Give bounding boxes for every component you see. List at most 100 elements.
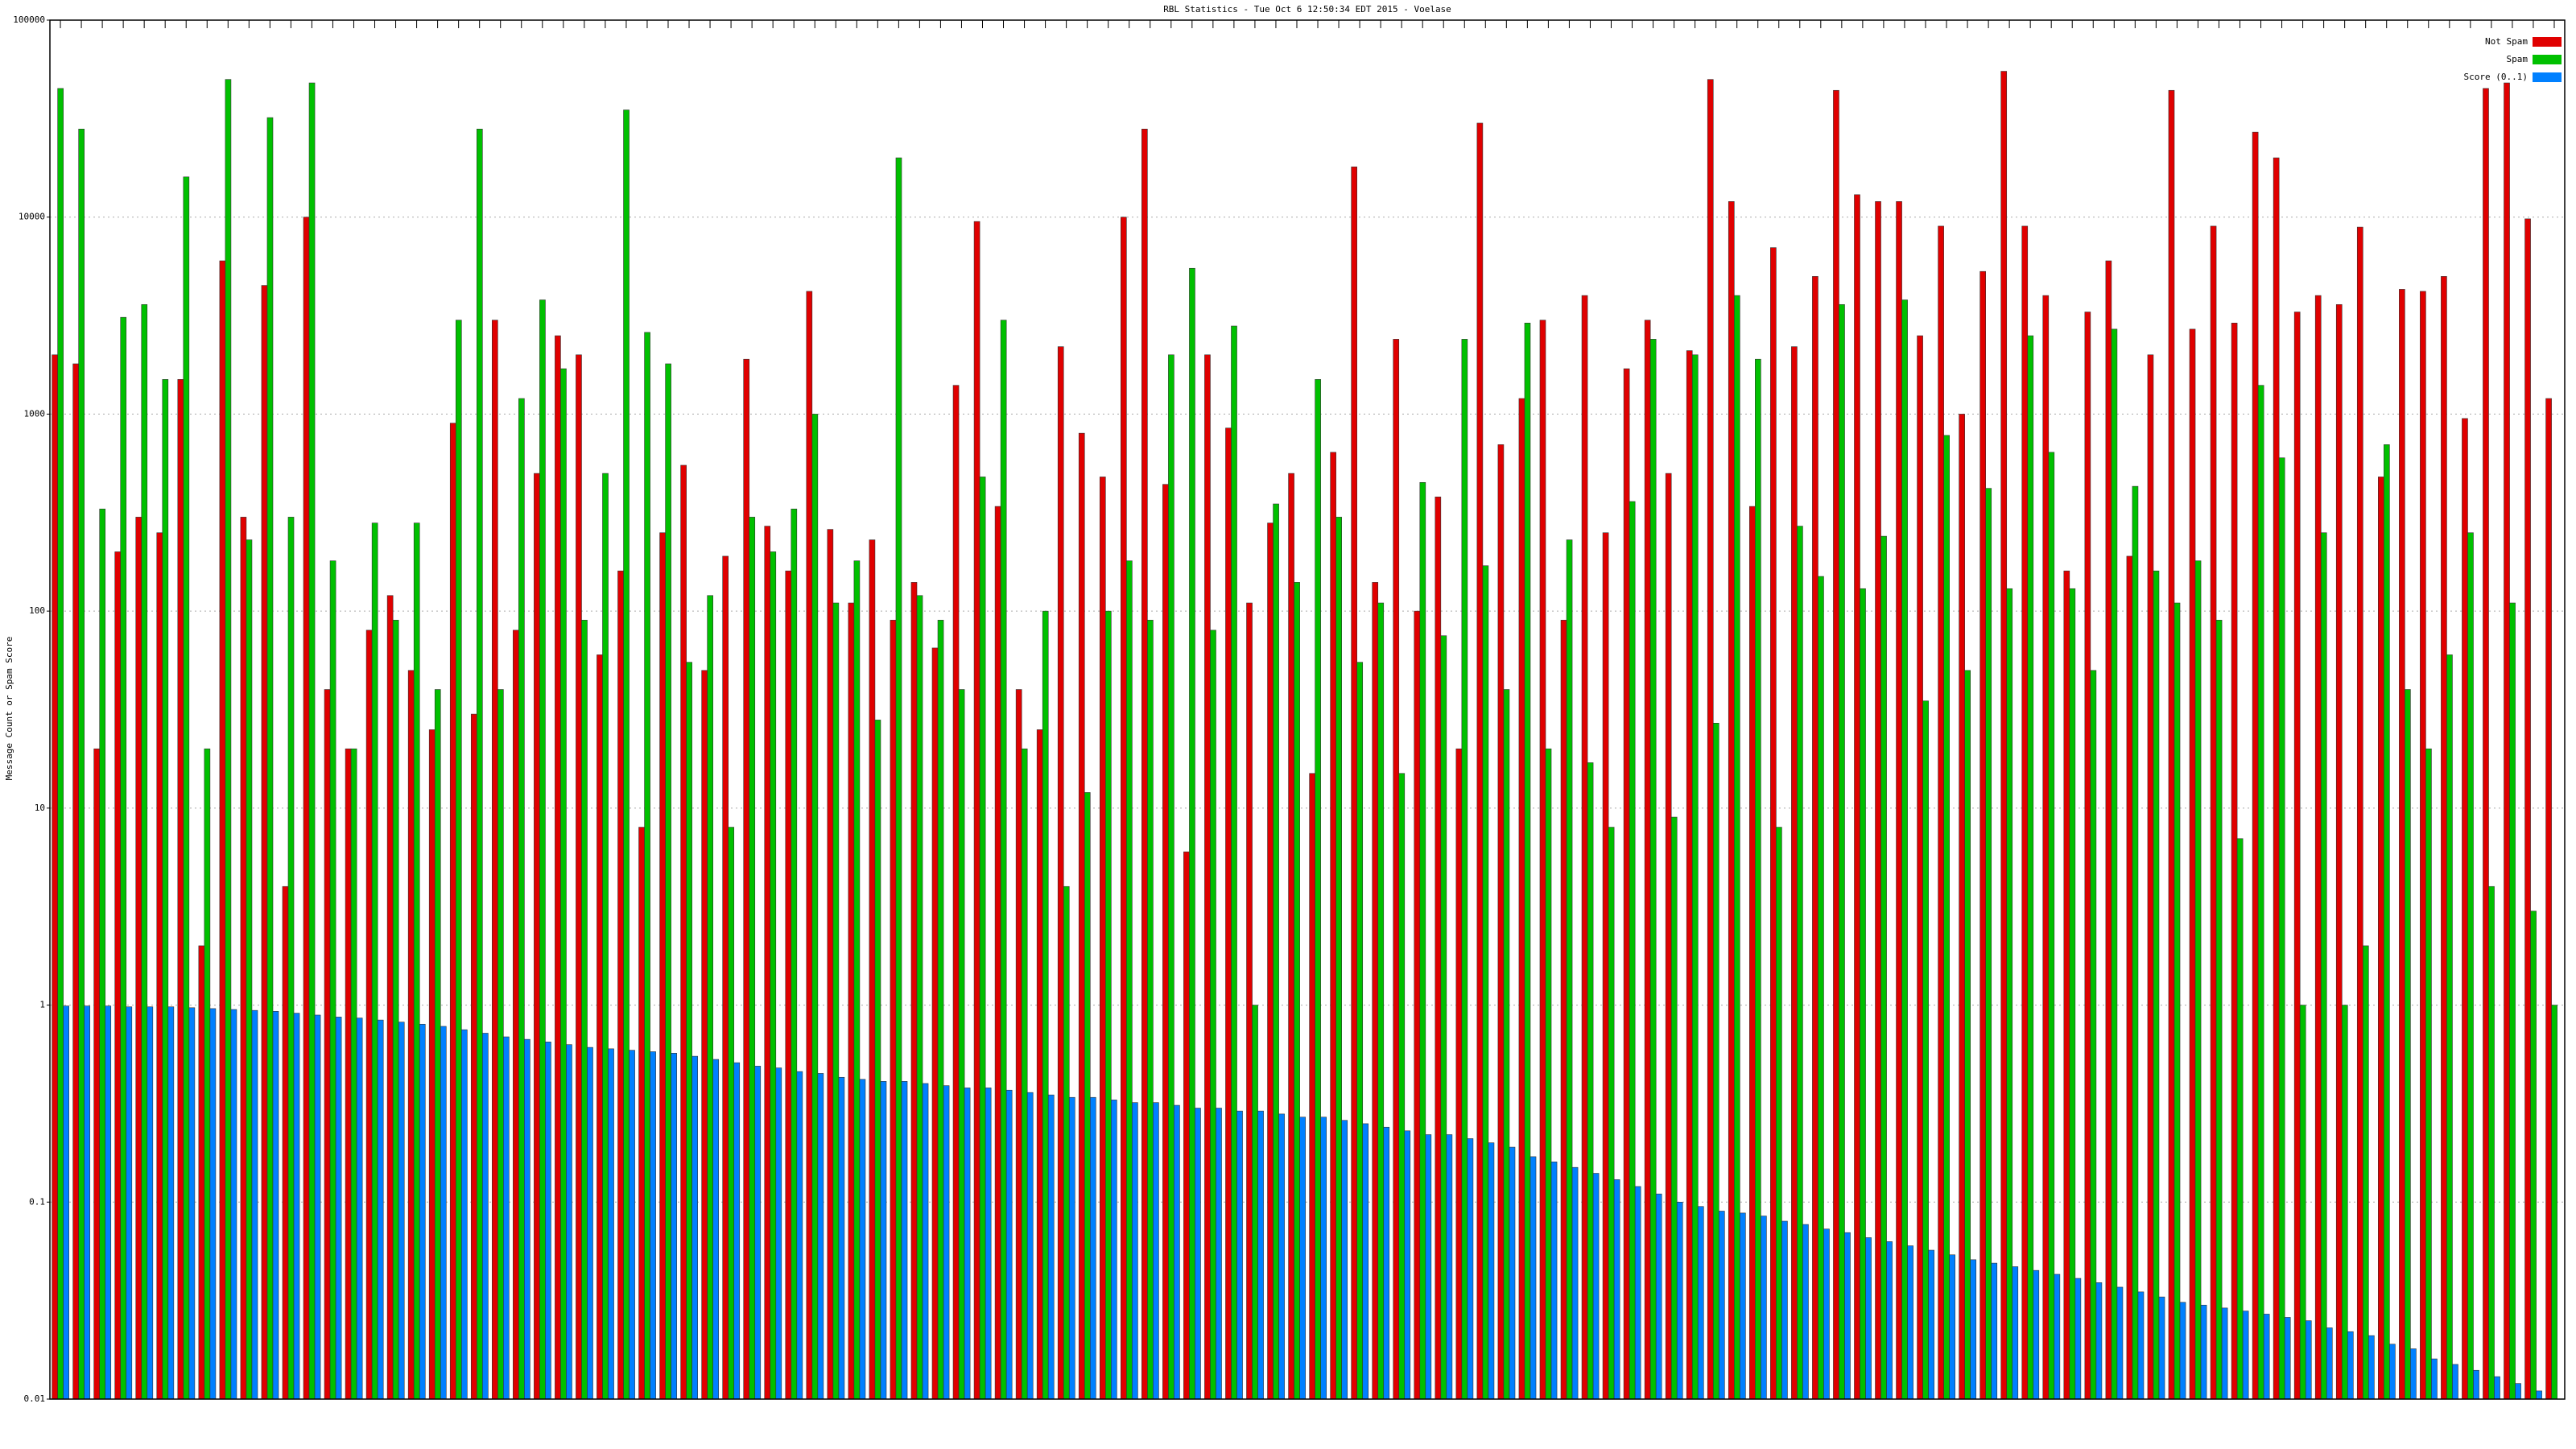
bar — [1970, 1259, 1977, 1400]
bar — [2132, 485, 2139, 1400]
bar — [162, 379, 169, 1400]
bar — [608, 1048, 614, 1400]
bar — [1026, 1092, 1034, 1400]
bar — [1047, 1094, 1055, 1400]
bar — [1959, 414, 1965, 1400]
bar — [135, 517, 142, 1400]
bar — [2530, 910, 2537, 1400]
bar — [324, 689, 331, 1400]
bar — [350, 748, 357, 1400]
bar — [377, 1019, 384, 1400]
bar — [2384, 444, 2390, 1400]
bar — [371, 522, 378, 1400]
bar — [1854, 194, 1860, 1400]
bar — [2299, 1005, 2306, 1400]
bar — [177, 379, 184, 1400]
bar — [2147, 354, 2154, 1400]
bar — [1189, 267, 1195, 1400]
bar — [1776, 827, 1782, 1400]
bar — [1880, 535, 1887, 1400]
bar — [2042, 295, 2050, 1400]
bar — [386, 595, 394, 1400]
bar — [691, 1055, 698, 1400]
bar — [1581, 295, 1588, 1400]
bar — [973, 221, 980, 1400]
bar — [1000, 320, 1007, 1400]
bar — [1153, 1102, 1159, 1400]
bar — [2536, 1390, 2542, 1400]
bar — [2231, 322, 2238, 1400]
plot-frame — [49, 19, 2566, 1400]
bar — [345, 748, 352, 1400]
bar — [680, 464, 687, 1400]
bar — [126, 1006, 133, 1400]
bar — [2293, 312, 2301, 1400]
bar — [147, 1006, 154, 1400]
bar — [1383, 1126, 1390, 1400]
bar — [2405, 689, 2411, 1400]
bar — [1860, 588, 1866, 1400]
y-tick-label: 10 — [35, 803, 45, 813]
bar — [204, 748, 211, 1400]
bar — [1121, 217, 1127, 1400]
bar — [251, 1009, 258, 1400]
bar — [2494, 1376, 2500, 1400]
bar — [246, 539, 253, 1400]
bar — [2174, 602, 2181, 1400]
bar — [120, 316, 127, 1400]
bar — [1488, 1142, 1495, 1400]
bar — [1356, 662, 1364, 1400]
bar — [534, 473, 540, 1400]
bar — [1335, 517, 1342, 1400]
bar — [859, 1079, 866, 1400]
bar — [1587, 762, 1594, 1400]
bar — [503, 1036, 510, 1400]
bar — [1749, 506, 1756, 1400]
bar — [460, 1029, 468, 1400]
bar — [1063, 886, 1070, 1400]
bar — [167, 1006, 175, 1400]
y-tick-label: 100000 — [13, 14, 45, 25]
bar — [2509, 602, 2516, 1400]
bar — [838, 1076, 845, 1400]
bar — [1623, 368, 1630, 1400]
bar — [2105, 260, 2112, 1400]
bar — [827, 529, 834, 1400]
bar — [63, 1005, 69, 1400]
bar — [560, 368, 567, 1400]
bar — [1147, 620, 1154, 1400]
bar — [209, 1008, 217, 1400]
bar — [916, 595, 923, 1400]
chart-title: RBL Statistics - Tue Oct 6 12:50:34 EDT … — [1163, 4, 1451, 14]
bar — [1686, 350, 1693, 1400]
bar — [1917, 335, 1923, 1400]
bar — [1985, 488, 1992, 1400]
bar — [958, 689, 965, 1400]
bar — [419, 1023, 426, 1400]
bar — [994, 506, 1001, 1400]
bar — [282, 886, 289, 1400]
bar — [524, 1038, 530, 1400]
bar — [1398, 773, 1406, 1400]
bar — [1886, 1241, 1893, 1400]
bar — [1781, 1220, 1788, 1400]
bar — [272, 1010, 279, 1400]
bar — [1351, 166, 1357, 1400]
bar — [791, 508, 798, 1400]
bar — [1278, 1113, 1285, 1400]
bar — [785, 570, 792, 1400]
bar — [413, 522, 420, 1400]
bar — [644, 332, 650, 1400]
bar — [1634, 1186, 1641, 1400]
bar — [2048, 452, 2055, 1400]
bar — [650, 1051, 656, 1400]
bar — [1005, 1089, 1013, 1400]
bar — [1901, 299, 1908, 1400]
bar — [1404, 1130, 1411, 1400]
bar — [817, 1073, 824, 1400]
y-tick-label: 1000 — [24, 408, 46, 419]
bar — [2158, 1296, 2165, 1400]
bar — [2200, 1304, 2207, 1400]
bar — [2524, 218, 2531, 1400]
bar — [2111, 328, 2118, 1400]
